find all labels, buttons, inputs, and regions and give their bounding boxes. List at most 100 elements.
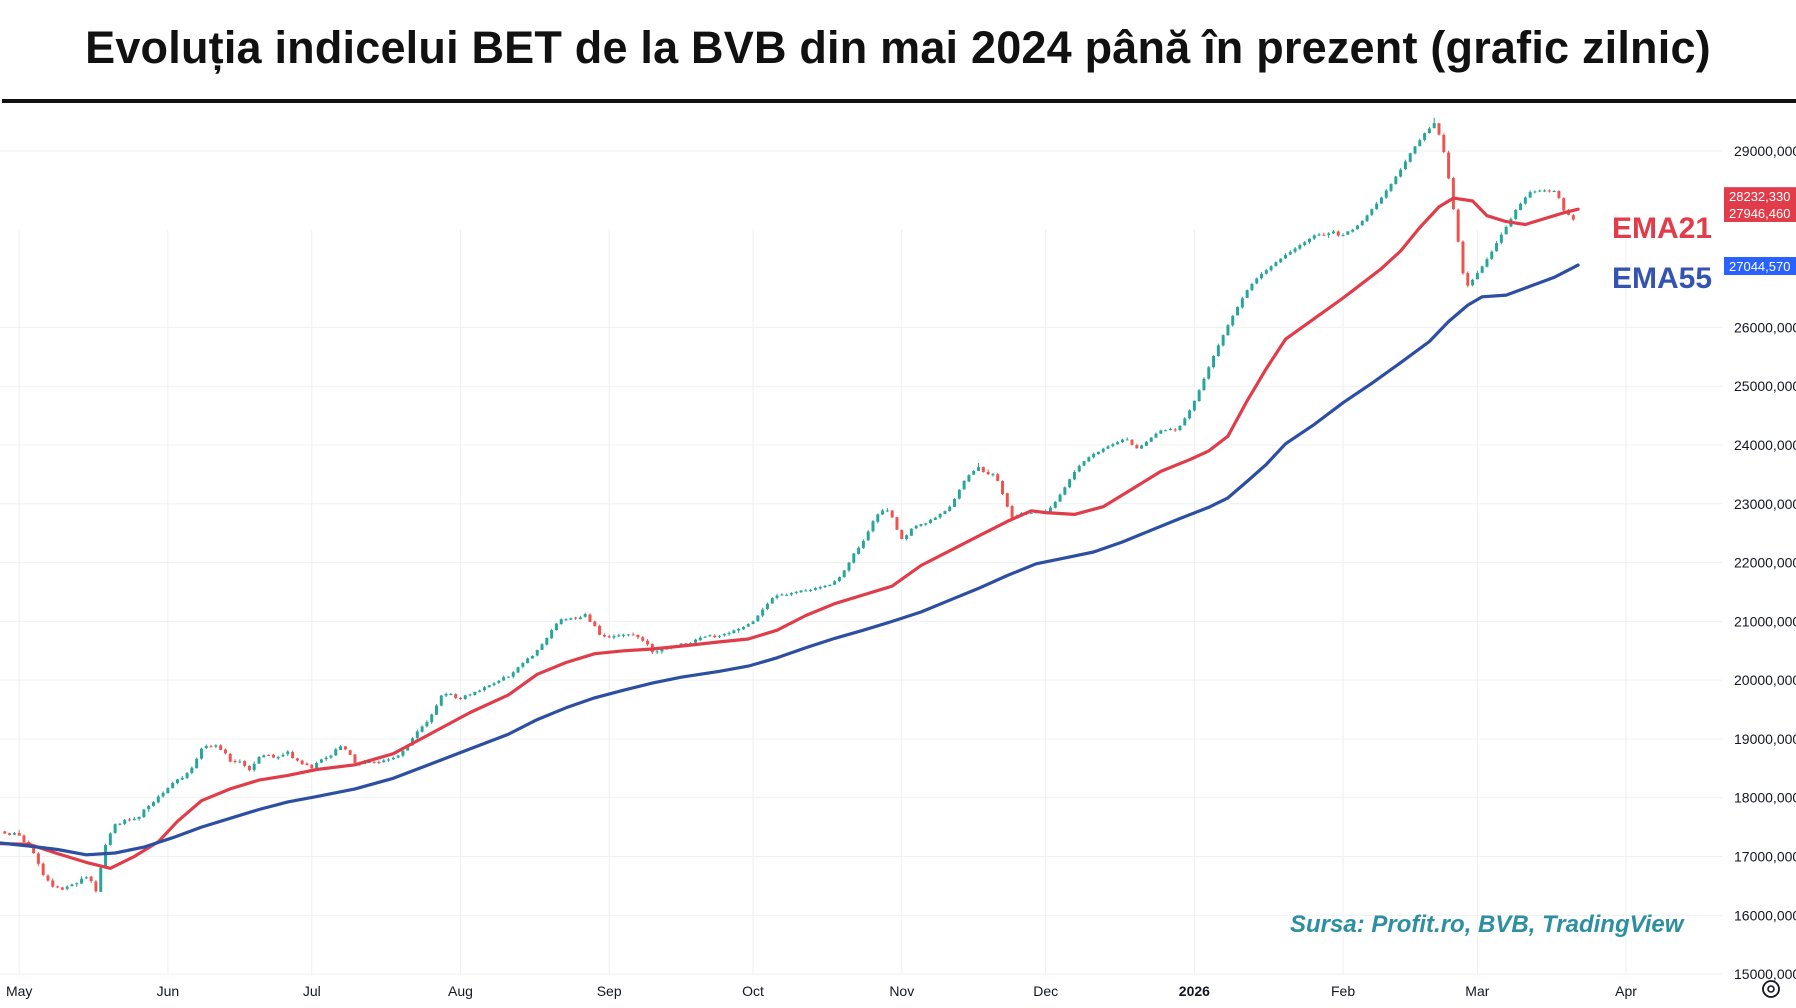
candle	[1293, 246, 1297, 254]
candle-body	[1557, 191, 1561, 198]
candle-body	[1264, 270, 1268, 274]
candle-body	[190, 767, 194, 773]
candle-body	[823, 585, 827, 588]
ema21-label: EMA21	[1612, 212, 1712, 245]
candle	[612, 634, 616, 640]
candle-body	[948, 506, 952, 511]
candle	[1466, 271, 1470, 288]
candle	[905, 534, 909, 541]
candle	[80, 876, 84, 884]
candle-body	[454, 694, 458, 699]
candle-body	[1053, 501, 1057, 508]
candle	[1077, 464, 1081, 473]
candle-body	[1029, 512, 1033, 514]
candle	[1418, 138, 1422, 147]
candle-body	[123, 819, 127, 824]
candle	[1183, 417, 1187, 426]
candle-body	[646, 640, 650, 645]
candle-body	[1140, 445, 1144, 449]
candle-body	[1538, 190, 1542, 192]
candle	[377, 760, 381, 765]
candle-body	[219, 745, 223, 750]
candle-body	[909, 528, 913, 536]
candle	[1029, 512, 1033, 514]
candle-body	[305, 763, 309, 766]
candle	[1490, 250, 1494, 261]
candle	[977, 462, 981, 471]
candle	[295, 757, 299, 762]
candle	[1159, 429, 1163, 434]
candle	[128, 818, 131, 822]
candle-body	[1432, 123, 1436, 129]
candle-body	[1519, 203, 1523, 210]
candle	[435, 704, 438, 716]
candle-body	[1192, 400, 1196, 411]
candle	[89, 875, 93, 883]
candle	[1221, 334, 1225, 347]
candle-body	[118, 823, 122, 825]
candle	[123, 819, 127, 826]
candle-body	[718, 635, 721, 637]
candle	[996, 472, 1000, 482]
candle	[147, 804, 151, 813]
candle-body	[199, 748, 203, 759]
price-tag: 27044,570	[1724, 256, 1796, 275]
candle-body	[895, 517, 899, 530]
candle	[214, 744, 218, 749]
candle	[1456, 208, 1460, 243]
candle	[919, 523, 923, 527]
candle-body	[1159, 430, 1163, 434]
candle-body	[195, 758, 199, 769]
candle	[578, 615, 582, 620]
candle-body	[1188, 410, 1192, 419]
candle-body	[17, 833, 21, 836]
candle-body	[1437, 123, 1441, 135]
y-tick-label: 23000,000	[1734, 496, 1796, 512]
candle-body	[598, 625, 602, 635]
candle-body	[1379, 197, 1383, 204]
candle-body	[36, 853, 40, 864]
candle	[492, 681, 496, 687]
candle-body	[372, 761, 376, 763]
candle-body	[953, 499, 957, 507]
candle-body	[1308, 238, 1311, 243]
candle	[1149, 437, 1153, 442]
candle-body	[319, 759, 323, 763]
candle-body	[607, 636, 611, 638]
candle	[1360, 220, 1364, 227]
candle	[46, 874, 50, 882]
candle-body	[1336, 231, 1340, 236]
candle-body	[3, 831, 7, 834]
candle	[99, 867, 103, 892]
candle-body	[46, 875, 50, 881]
candle-body	[818, 587, 822, 589]
price-tag-label: 27044,570	[1729, 259, 1790, 274]
candle-body	[1197, 390, 1201, 402]
y-tick-label: 29000,000	[1734, 143, 1796, 159]
candle	[1264, 268, 1268, 275]
candle	[315, 761, 319, 770]
candle-body	[996, 474, 1000, 481]
candle-body	[497, 680, 501, 683]
chart-settings-icon[interactable]	[1762, 980, 1780, 998]
candle-body	[1279, 258, 1283, 263]
candle-body	[1111, 444, 1115, 447]
candle	[209, 744, 213, 748]
price-tag-box	[1724, 203, 1796, 222]
candle	[574, 616, 578, 620]
candle	[161, 791, 165, 798]
candle	[1048, 505, 1052, 512]
x-tick-label: Dec	[1033, 983, 1058, 999]
candle-body	[1173, 429, 1177, 431]
candle-body	[828, 584, 832, 587]
candle-body	[185, 773, 189, 778]
candle-body	[943, 511, 947, 515]
candle-body	[1394, 176, 1398, 184]
candle	[895, 516, 899, 531]
candle	[794, 590, 798, 595]
candle	[761, 607, 765, 618]
candle-body	[1255, 278, 1259, 284]
candle-body	[1447, 152, 1451, 179]
candle	[1058, 493, 1062, 503]
candle	[545, 637, 549, 646]
